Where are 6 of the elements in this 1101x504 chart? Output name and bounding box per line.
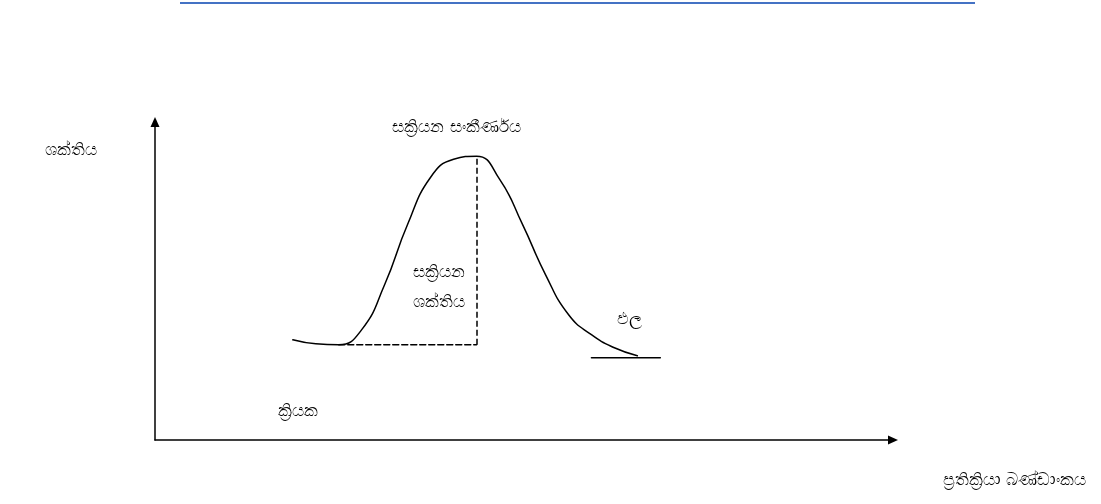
- text: සක්‍රියන සංකීර්ණය: [392, 116, 521, 138]
- annotation: ඵල: [617, 307, 643, 329]
- annotation: ක්‍රියක: [277, 400, 318, 421]
- x-axis-title: ප්‍රතික්‍රියා බණ්ඩාංකය: [942, 468, 1086, 490]
- y-axis-title: ශක්තිය: [45, 138, 97, 159]
- annotation: සක්‍රියන ශක්තිය: [412, 261, 465, 312]
